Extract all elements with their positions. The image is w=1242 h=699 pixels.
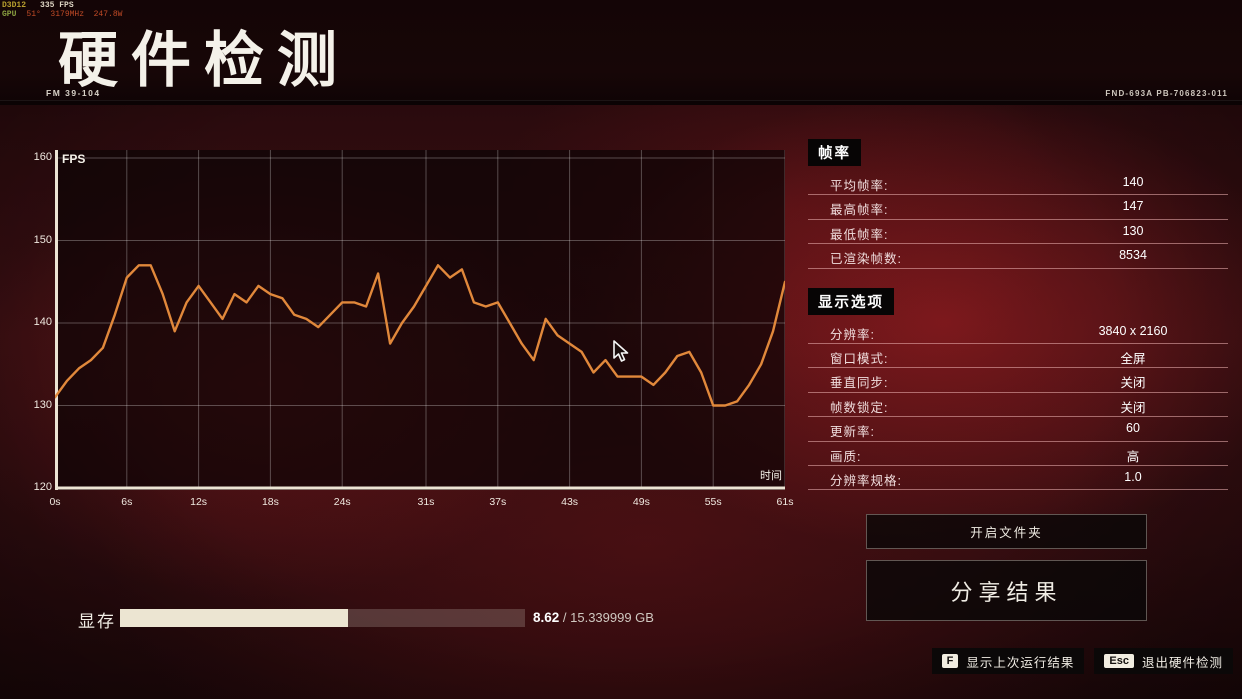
x-tick-label: 37s — [489, 496, 507, 508]
x-axis-title: 时间 — [760, 470, 782, 482]
stat-row-avg-fps: 平均帧率: 140 — [808, 171, 1228, 196]
performance-overlay: D3D12 335 FPS GPU 51° 3179MHz 247.8W — [2, 1, 122, 19]
fps-counter: 335 FPS — [40, 1, 74, 10]
stat-value: 130 — [1122, 223, 1144, 238]
stat-row-vsync: 垂直同步: 关闭 — [808, 368, 1228, 393]
fps-chart: FPS 时间 — [55, 150, 785, 490]
x-tick-label: 49s — [632, 496, 650, 508]
y-tick-label: 140 — [33, 316, 52, 328]
vram-total-value: / 15.339999 GB — [559, 610, 654, 625]
stat-label: 更新率: — [830, 425, 875, 440]
stat-value: 147 — [1122, 199, 1144, 214]
stat-label: 分辨率规格: — [830, 473, 902, 488]
x-tick-label: 18s — [261, 496, 279, 508]
display-options-section-title: 显示选项 — [808, 287, 894, 315]
stat-row-resolution-scale: 分辨率规格: 1.0 — [808, 466, 1228, 491]
share-results-button[interactable]: 分享结果 — [866, 560, 1147, 621]
vram-used-value: 8.62 — [533, 610, 560, 625]
y-tick-label: 120 — [33, 481, 52, 493]
hotkey-hints: F 显示上次运行结果 Esc 退出硬件检测 — [931, 648, 1233, 674]
doc-code: FM 39-104 — [46, 88, 101, 98]
y-tick-label: 130 — [33, 398, 52, 411]
stat-value: 140 — [1122, 175, 1144, 189]
header-band — [0, 0, 1242, 103]
stat-value: 关闭 — [1120, 400, 1146, 415]
x-tick-label: 31s — [417, 496, 435, 508]
vram-bar-fill — [120, 609, 348, 627]
vram-usage-text: 8.62 / 15.339999 GB — [533, 610, 654, 625]
y-tick-label: 160 — [33, 151, 52, 163]
mouse-cursor-icon — [613, 340, 629, 362]
stat-row-resolution: 分辨率: 3840 x 2160 — [808, 320, 1228, 344]
y-axis-title: FPS — [62, 152, 86, 166]
stat-label: 最高帧率: — [830, 203, 889, 218]
vram-bar — [120, 609, 525, 627]
x-tick-label: 24s — [333, 496, 351, 508]
stats-panel: 帧率 平均帧率: 140 最高帧率: 147 最低帧率: 130 已渲染帧数: … — [808, 139, 1228, 491]
stat-row-frames-rendered: 已渲染帧数: 8534 — [808, 244, 1228, 269]
stat-value: 60 — [1126, 421, 1140, 436]
stat-label: 最低帧率: — [830, 227, 889, 242]
stat-row-window-mode: 窗口模式: 全屏 — [808, 344, 1228, 369]
f-key-icon: F — [941, 654, 959, 668]
build-code: FND-693A PB-706823-011 — [1105, 89, 1228, 98]
stat-row-max-fps: 最高帧率: 147 — [808, 195, 1228, 220]
stat-label: 平均帧率: — [830, 179, 889, 193]
stat-row-refresh-rate: 更新率: 60 — [808, 417, 1228, 442]
framerate-section-title: 帧率 — [808, 139, 861, 166]
vram-label: 显存 — [78, 612, 116, 631]
stat-label: 画质: — [830, 449, 862, 464]
x-tick-label: 0s — [49, 496, 61, 508]
hint-label: 退出硬件检测 — [1141, 655, 1223, 670]
gpu-stats: 51° 3179MHz 247.8W — [26, 10, 123, 19]
stat-label: 帧数锁定: — [830, 400, 889, 415]
stat-label: 已渲染帧数: — [830, 252, 902, 267]
page-title: 硬件检测 — [58, 27, 350, 94]
stat-row-frame-lock: 帧数锁定: 关闭 — [808, 393, 1228, 418]
esc-key-icon: Esc — [1104, 654, 1134, 668]
stat-value: 1.0 — [1124, 469, 1142, 484]
stat-row-quality: 画质: 高 — [808, 442, 1228, 466]
stat-value: 高 — [1126, 449, 1140, 464]
stat-label: 垂直同步: — [830, 376, 889, 391]
stat-value: 3840 x 2160 — [1098, 323, 1168, 338]
open-folder-button[interactable]: 开启文件夹 — [866, 514, 1147, 549]
x-tick-label: 55s — [704, 496, 722, 508]
stat-value: 全屏 — [1120, 351, 1146, 366]
x-tick-label: 43s — [561, 496, 579, 508]
stat-value: 关闭 — [1120, 376, 1146, 391]
show-last-run-hint[interactable]: F 显示上次运行结果 — [931, 648, 1085, 674]
x-tick-label: 6s — [121, 496, 133, 508]
hint-label: 显示上次运行结果 — [966, 655, 1075, 670]
stat-row-min-fps: 最低帧率: 130 — [808, 220, 1228, 245]
y-tick-label: 150 — [33, 233, 52, 246]
exit-benchmark-hint[interactable]: Esc 退出硬件检测 — [1094, 648, 1233, 674]
stat-label: 窗口模式: — [830, 351, 889, 366]
stat-label: 分辨率: — [830, 327, 875, 342]
x-tick-label: 61s — [776, 496, 794, 508]
x-tick-label: 12s — [190, 496, 208, 508]
display-options-rows: 分辨率: 3840 x 2160 窗口模式: 全屏 垂直同步: 关闭 帧数锁定:… — [808, 320, 1228, 491]
graphics-api-label: D3D12 — [2, 1, 27, 10]
header-divider — [0, 100, 1242, 105]
fps-chart-canvas — [55, 150, 785, 490]
stat-value: 8534 — [1119, 248, 1147, 263]
gpu-label: GPU — [2, 10, 17, 19]
framerate-rows: 平均帧率: 140 最高帧率: 147 最低帧率: 130 已渲染帧数: 853… — [808, 171, 1228, 269]
